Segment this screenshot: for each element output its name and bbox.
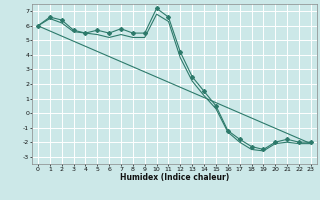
X-axis label: Humidex (Indice chaleur): Humidex (Indice chaleur) (120, 173, 229, 182)
